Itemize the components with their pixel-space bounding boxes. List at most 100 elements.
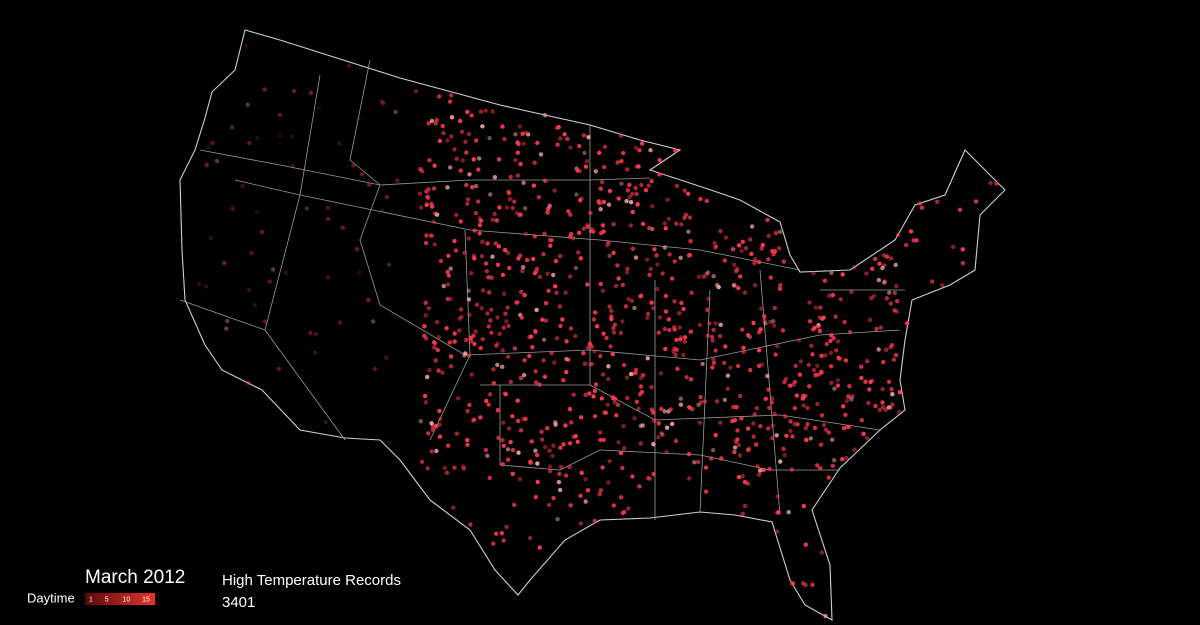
record-dot: [753, 257, 758, 262]
record-dot: [380, 100, 386, 106]
record-dot: [835, 377, 840, 383]
record-dot: [214, 158, 220, 164]
us-outline: [179, 29, 1006, 621]
record-dot: [656, 421, 661, 426]
record-dot: [419, 459, 425, 464]
record-dot: [713, 348, 718, 353]
record-dot: [566, 209, 571, 214]
record-dot: [500, 462, 505, 467]
record-dot: [873, 256, 878, 262]
record-dot: [229, 125, 235, 130]
record-dot: [746, 333, 751, 338]
record-dot: [701, 274, 707, 279]
record-dot: [859, 418, 864, 423]
record-dot: [599, 231, 604, 236]
record-dot: [507, 265, 512, 271]
record-dot: [662, 221, 667, 226]
record-dot: [471, 157, 476, 162]
record-dot: [495, 315, 500, 320]
record-dot: [834, 348, 839, 353]
record-dot: [615, 402, 621, 407]
record-dot: [567, 465, 572, 470]
record-dot: [625, 395, 630, 401]
record-dot: [784, 433, 789, 438]
record-dot: [519, 315, 524, 320]
record-dot: [696, 402, 701, 407]
record-dot: [519, 289, 524, 294]
record-dot: [623, 304, 629, 309]
record-dot: [647, 476, 653, 481]
record-dot: [819, 550, 825, 555]
record-dot: [564, 369, 569, 375]
record-dot: [496, 244, 501, 249]
record-dot: [643, 188, 649, 193]
record-dot: [576, 250, 581, 255]
record-dot: [507, 197, 513, 202]
record-dot: [670, 421, 675, 427]
record-dot: [737, 453, 743, 458]
record-dot: [541, 337, 547, 342]
record-dot: [351, 163, 356, 168]
record-dot: [426, 431, 431, 436]
record-dot: [532, 234, 538, 239]
record-dot: [448, 266, 453, 271]
record-dot: [751, 421, 756, 426]
record-dot: [805, 422, 810, 427]
record-dot: [564, 356, 569, 362]
record-dot: [549, 238, 554, 243]
record-dot: [697, 420, 703, 425]
record-dot: [417, 191, 423, 196]
record-dot: [537, 545, 542, 550]
record-dot: [425, 466, 430, 471]
record-dot: [600, 288, 606, 293]
record-dot: [592, 414, 598, 419]
record-dot: [582, 361, 588, 366]
record-dot: [638, 375, 644, 381]
record-dot: [778, 282, 783, 288]
record-dot: [833, 314, 838, 319]
record-dot: [262, 319, 268, 324]
record-dots: [196, 43, 999, 619]
record-dot: [618, 495, 624, 500]
record-dot: [835, 383, 841, 388]
record-dot: [756, 472, 762, 477]
record-dot: [836, 355, 841, 360]
record-dot: [608, 344, 613, 349]
record-dot: [606, 202, 612, 207]
record-dot: [829, 333, 834, 338]
record-dot: [551, 272, 556, 278]
record-dot: [950, 244, 956, 250]
record-dot: [715, 282, 720, 288]
record-dot: [800, 396, 806, 401]
record-dot: [494, 343, 499, 348]
record-dot: [801, 503, 806, 509]
record-dot: [824, 341, 829, 347]
record-dot: [437, 138, 443, 144]
record-dot: [777, 229, 783, 235]
record-dot: [745, 447, 751, 453]
record-dot: [637, 484, 642, 489]
record-dot: [517, 476, 523, 482]
record-dot: [473, 211, 479, 216]
record-dot: [678, 337, 683, 342]
record-type: High Temperature Records: [222, 572, 401, 589]
record-dot: [442, 465, 447, 471]
record-dot: [424, 233, 429, 238]
record-dot: [454, 212, 459, 218]
record-dot: [495, 362, 500, 368]
record-dot: [821, 422, 827, 428]
record-dot: [452, 147, 457, 152]
record-dot: [521, 372, 527, 378]
record-dot: [598, 281, 603, 287]
record-dot: [686, 191, 691, 196]
record-dot: [671, 349, 676, 354]
record-dot: [812, 425, 818, 430]
record-dot: [537, 274, 543, 280]
record-dot: [538, 152, 544, 157]
record-dot: [484, 398, 489, 404]
record-dot: [571, 236, 576, 241]
record-dot: [468, 522, 473, 527]
record-dot: [611, 330, 617, 335]
record-dot: [600, 223, 606, 228]
record-dot: [495, 262, 501, 267]
